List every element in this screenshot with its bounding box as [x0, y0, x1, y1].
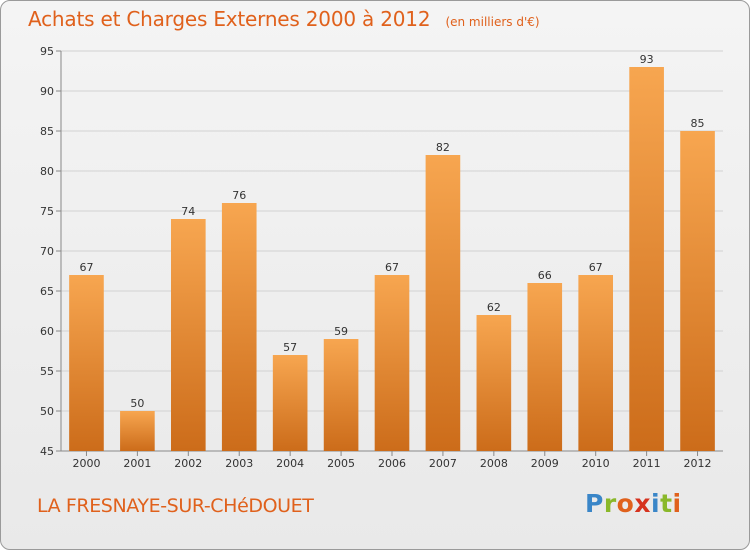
- bar: [374, 275, 410, 451]
- x-tick-label: 2004: [276, 457, 304, 470]
- x-tick-label: 2009: [531, 457, 559, 470]
- y-tick-label: 55: [40, 365, 54, 378]
- bar: [221, 203, 257, 451]
- bar: [170, 219, 206, 451]
- data-label: 57: [283, 341, 297, 354]
- x-tick-label: 2012: [684, 457, 712, 470]
- x-tick-label: 2001: [123, 457, 151, 470]
- data-label: 67: [79, 261, 93, 274]
- data-label: 93: [640, 53, 654, 66]
- data-label: 62: [487, 301, 501, 314]
- x-tick-label: 2002: [174, 457, 202, 470]
- data-label: 76: [232, 189, 246, 202]
- x-tick-label: 2011: [633, 457, 661, 470]
- bar: [120, 411, 155, 451]
- data-labels: 67 50 74 76 57 59 67 82 62 66 67 93 85: [79, 53, 704, 410]
- y-tick-label: 65: [40, 285, 54, 298]
- data-label: 67: [589, 261, 603, 274]
- brand-logo: Proxiti: [585, 489, 682, 518]
- brand-letter: i: [672, 489, 682, 518]
- chart-title: Achats et Charges Externes 2000 à 2012: [28, 7, 431, 31]
- data-label: 67: [385, 261, 399, 274]
- chart-subtitle: (en milliers d'€): [445, 15, 540, 29]
- data-label: 74: [181, 205, 195, 218]
- x-tick-label: 2008: [480, 457, 508, 470]
- y-tick-label: 80: [40, 165, 54, 178]
- brand-letter: i: [651, 489, 661, 518]
- bar: [629, 67, 664, 451]
- data-label: 50: [130, 397, 144, 410]
- x-tick-label: 2006: [378, 457, 406, 470]
- y-tick-label: 60: [40, 325, 54, 338]
- x-tick-label: 2010: [582, 457, 610, 470]
- bar: [69, 275, 104, 451]
- y-tick-label: 90: [40, 85, 54, 98]
- brand-letter: o: [616, 489, 635, 518]
- place-name: LA FRESNAYE-SUR-CHéDOUET: [37, 495, 314, 517]
- y-axis-ticks: 45 50 55 60 65 70 75 80 85 90 95: [40, 45, 61, 458]
- bar: [680, 131, 715, 451]
- data-label: 85: [691, 117, 705, 130]
- bar: [272, 355, 308, 451]
- x-tick-label: 2003: [225, 457, 253, 470]
- bar: [425, 155, 461, 451]
- x-tick-label: 2007: [429, 457, 457, 470]
- x-tick-label: 2005: [327, 457, 355, 470]
- bar: [476, 315, 512, 451]
- data-label: 59: [334, 325, 348, 338]
- data-label: 82: [436, 141, 450, 154]
- y-tick-label: 95: [40, 45, 54, 58]
- brand-letter: t: [660, 489, 673, 518]
- bar: [527, 283, 563, 451]
- x-tick-label: 2000: [72, 457, 100, 470]
- brand-letter: r: [603, 489, 617, 518]
- brand-letter: x: [634, 489, 651, 518]
- bar: [578, 275, 614, 451]
- y-tick-label: 50: [40, 405, 54, 418]
- brand-letter: P: [585, 489, 604, 518]
- y-tick-label: 85: [40, 125, 54, 138]
- chart-header: Achats et Charges Externes 2000 à 2012 (…: [28, 7, 540, 31]
- data-label: 66: [538, 269, 552, 282]
- bars: [69, 67, 715, 451]
- y-tick-label: 45: [40, 445, 54, 458]
- y-tick-label: 75: [40, 205, 54, 218]
- x-axis-ticks: 2000 2001 2002 2003 2004 2005 2006 2007 2008 2009…: [72, 451, 712, 470]
- bar: [323, 339, 359, 451]
- y-tick-label: 70: [40, 245, 54, 258]
